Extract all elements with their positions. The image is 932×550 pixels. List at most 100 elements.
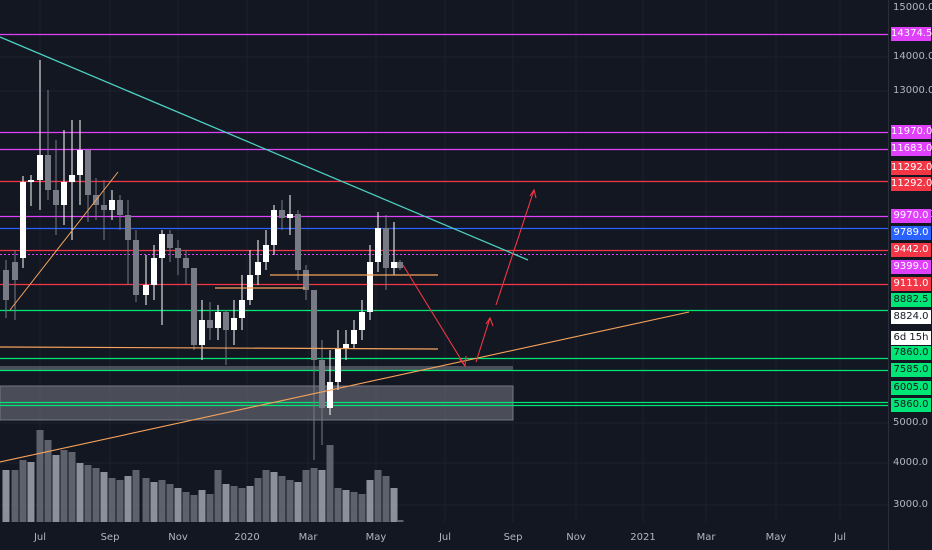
candle-body bbox=[263, 245, 269, 262]
volume-bar bbox=[100, 472, 108, 522]
candle-body bbox=[175, 248, 181, 258]
volume-bar bbox=[358, 494, 366, 522]
volume-bar bbox=[390, 488, 398, 522]
candle-body bbox=[367, 262, 373, 312]
price-level-badge: 11683.0 bbox=[891, 142, 932, 156]
volume-bar bbox=[76, 463, 84, 522]
volume-bar bbox=[214, 470, 222, 522]
candle-body bbox=[327, 382, 333, 408]
candle-body bbox=[37, 155, 43, 180]
time-tick-label: May bbox=[766, 532, 787, 543]
volume-bar bbox=[2, 470, 10, 522]
price-level-badge: 7585.0 bbox=[891, 363, 931, 377]
price-tick-label: 5000.0 bbox=[893, 417, 928, 428]
volume-bar bbox=[174, 488, 182, 522]
volume-bar bbox=[150, 482, 158, 522]
volume-bars bbox=[2, 430, 404, 522]
price-tick-label: 3000.0 bbox=[893, 499, 928, 510]
price-level-badge: 9789.0 bbox=[891, 226, 931, 240]
volume-bar bbox=[182, 492, 190, 522]
volume-bar bbox=[60, 450, 68, 522]
candle-body bbox=[287, 214, 293, 218]
time-tick-label: Jul bbox=[833, 532, 846, 543]
cyan-down-trendline[interactable] bbox=[0, 36, 529, 261]
price-tick-label: 13000.0 bbox=[893, 85, 932, 96]
volume-bar bbox=[254, 478, 262, 522]
time-tick-label: Jul bbox=[33, 532, 46, 543]
orange-level-line-3[interactable] bbox=[0, 346, 439, 350]
price-level-badge: 9442.0 bbox=[891, 243, 931, 257]
candle-body bbox=[77, 150, 83, 175]
candle-body bbox=[239, 300, 245, 318]
volume-bar bbox=[36, 430, 44, 522]
candle-body bbox=[383, 228, 389, 268]
projection-arrows[interactable] bbox=[402, 188, 537, 368]
time-tick-label: May bbox=[366, 532, 387, 543]
candle-body bbox=[12, 262, 18, 280]
candle-body bbox=[143, 285, 149, 295]
time-tick-label: Sep bbox=[504, 532, 523, 543]
price-level-badge: 11970.0 bbox=[891, 125, 932, 139]
price-tick-label: 14000.0 bbox=[893, 51, 932, 62]
candle-body bbox=[117, 200, 123, 215]
volume-bar bbox=[342, 490, 350, 522]
price-axis[interactable]: 15000.014000.013000.010000.05000.04000.0… bbox=[888, 0, 932, 550]
time-tick-label: Mar bbox=[697, 532, 717, 543]
candle-body bbox=[231, 318, 237, 330]
time-tick-label: Nov bbox=[566, 532, 586, 543]
volume-bar bbox=[230, 486, 238, 522]
candle-body bbox=[335, 348, 341, 382]
volume-bar bbox=[270, 472, 278, 522]
candle-body bbox=[215, 312, 221, 328]
candle-body bbox=[279, 210, 285, 218]
candle-body bbox=[295, 214, 301, 270]
volume-bar bbox=[222, 484, 230, 522]
candle-body bbox=[391, 262, 397, 268]
volume-bar bbox=[374, 470, 382, 522]
candle-body bbox=[207, 320, 213, 328]
volume-bar bbox=[366, 480, 374, 522]
volume-bar bbox=[318, 470, 326, 522]
candle-body bbox=[223, 312, 229, 330]
volume-bar bbox=[142, 478, 150, 522]
support-zone-upper[interactable] bbox=[0, 366, 513, 371]
volume-bar bbox=[206, 494, 214, 522]
candle-body bbox=[167, 234, 173, 248]
candle-body bbox=[359, 312, 365, 330]
volume-bar bbox=[92, 468, 100, 522]
volume-bar bbox=[382, 476, 390, 522]
candle-body bbox=[69, 175, 75, 182]
candle-body bbox=[53, 190, 59, 205]
volume-bar bbox=[108, 478, 116, 522]
candle-body bbox=[191, 268, 197, 345]
volume-bar bbox=[124, 476, 132, 522]
candle-body bbox=[343, 344, 349, 348]
candle-body bbox=[319, 360, 325, 408]
time-tick-label: 2020 bbox=[234, 532, 259, 543]
orange-short-trendline[interactable] bbox=[9, 171, 119, 311]
candle-body bbox=[271, 210, 277, 245]
candle-body bbox=[20, 182, 26, 258]
volume-bar bbox=[44, 440, 52, 522]
volume-bar bbox=[68, 452, 76, 522]
time-tick-label: Jul bbox=[438, 532, 451, 543]
time-tick-label: Mar bbox=[299, 532, 319, 543]
volume-bar bbox=[278, 476, 286, 522]
volume-bar bbox=[246, 486, 254, 522]
candle-body bbox=[255, 262, 261, 275]
price-level-badge: 6005.0 bbox=[891, 381, 931, 395]
candle-body bbox=[109, 200, 115, 210]
volume-bar bbox=[158, 480, 166, 522]
candle-body bbox=[351, 330, 357, 344]
candle-body bbox=[183, 258, 189, 268]
orange-up-trendline[interactable] bbox=[0, 311, 690, 463]
price-level-badge: 9970.0 bbox=[891, 209, 931, 223]
horizontal-levels[interactable] bbox=[0, 33, 888, 407]
candle-body bbox=[3, 270, 9, 300]
candle-body bbox=[101, 205, 107, 210]
price-level-badge: 5860.0 bbox=[891, 398, 931, 412]
candle-body bbox=[375, 228, 381, 262]
candle-body bbox=[133, 240, 139, 295]
